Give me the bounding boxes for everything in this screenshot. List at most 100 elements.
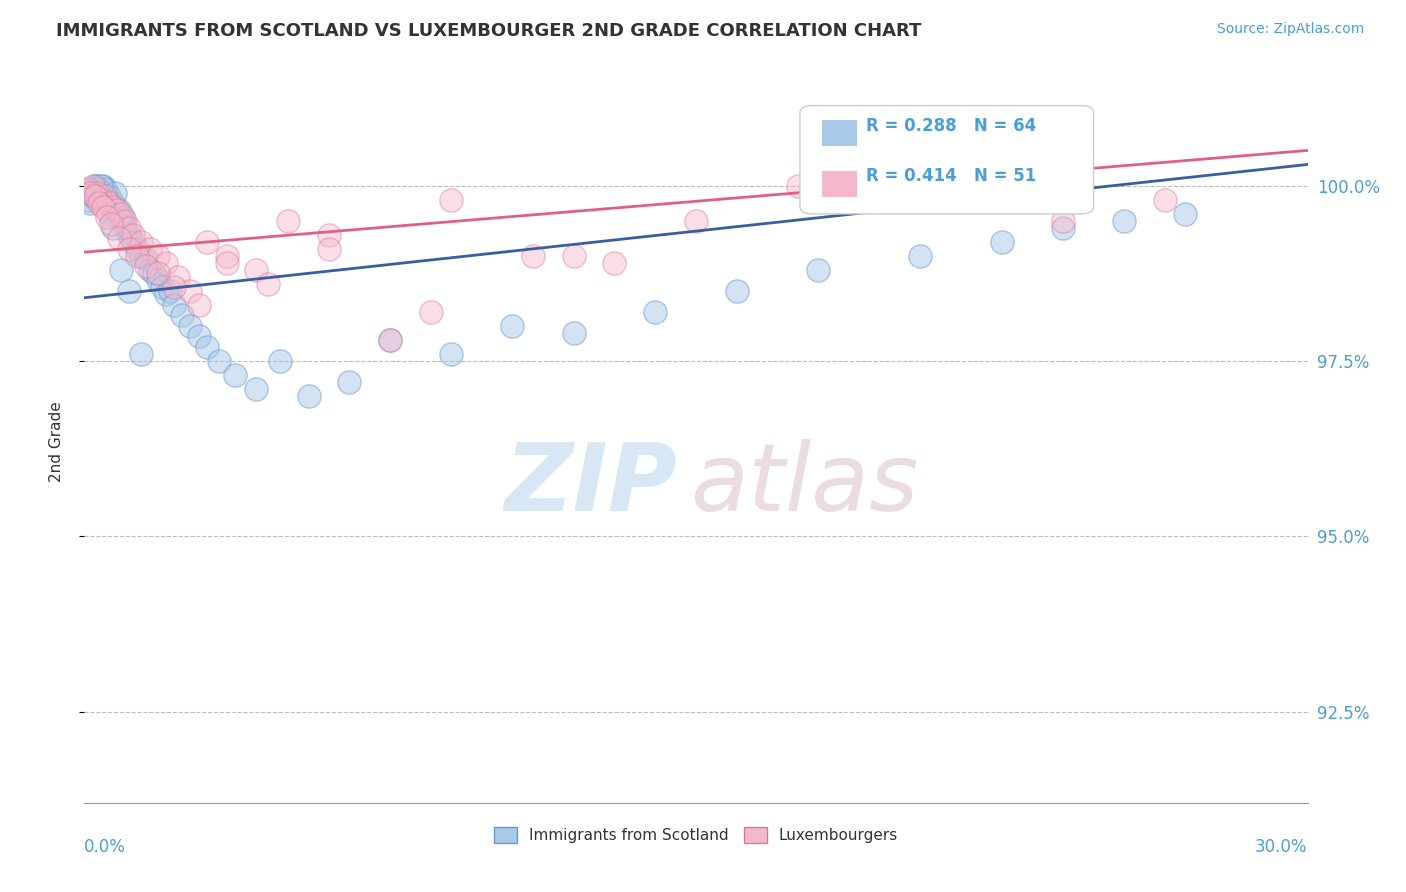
Point [131,249,153,263]
Point [127,249,149,263]
Point [83,189,105,203]
Point [146,273,169,287]
Point [131,235,153,249]
Point [118,284,141,298]
Point [82,178,104,193]
Point [138,242,160,256]
Point [187,298,209,312]
Point [167,269,190,284]
Point [685,213,707,227]
Point [224,368,246,382]
Point [1154,193,1177,207]
Point [90,193,112,207]
Point [96,193,118,207]
Point [380,333,402,347]
Point [87,196,110,211]
Point [101,220,124,235]
Point [440,347,463,361]
Text: ZIP: ZIP [505,439,678,531]
Point [208,354,231,368]
Point [90,186,112,200]
Point [90,178,112,193]
Point [298,389,321,403]
Point [155,287,177,301]
Point [245,262,267,277]
Point [100,217,122,231]
Point [142,266,165,280]
Point [87,189,110,203]
Text: Source: ZipAtlas.com: Source: ZipAtlas.com [1216,22,1364,37]
Point [93,193,115,207]
Point [1114,213,1136,227]
Text: atlas: atlas [690,440,918,531]
Point [97,206,120,220]
Point [146,249,169,263]
Text: R = 0.288   N = 64: R = 0.288 N = 64 [866,117,1036,135]
Point [138,262,160,277]
Point [105,202,128,217]
Point [114,220,136,235]
Point [502,318,524,333]
Point [86,182,108,196]
Point [1052,220,1074,235]
Point [93,189,115,203]
Point [96,210,118,224]
Point [112,210,135,224]
Point [440,193,463,207]
Point [269,354,291,368]
Point [787,178,810,193]
Point [82,189,104,203]
Point [807,262,830,277]
Point [187,329,209,343]
Point [97,189,120,203]
Bar [823,170,856,196]
Point [163,280,186,294]
Point [105,206,128,220]
Point [217,249,239,263]
Point [79,186,101,200]
Text: R = 0.414   N = 51: R = 0.414 N = 51 [866,168,1036,186]
Point [91,200,114,214]
Point [135,252,157,267]
Text: 0.0%: 0.0% [84,838,127,855]
Point [155,255,177,269]
Point [122,235,145,249]
Point [562,326,585,340]
Point [131,347,153,361]
Point [122,227,145,242]
Point [91,178,114,193]
Point [159,284,181,298]
Point [83,178,105,193]
Point [562,249,585,263]
Point [217,255,239,269]
Point [118,220,141,235]
Point [77,182,100,196]
Point [110,213,132,227]
Point [889,193,911,207]
Point [195,235,218,249]
Point [93,182,115,196]
Point [83,186,105,200]
Point [108,231,131,245]
Point [644,305,666,319]
Point [100,200,122,214]
Point [118,227,141,242]
Point [318,227,340,242]
Point [101,196,124,211]
Legend: Immigrants from Scotland, Luxembourgers: Immigrants from Scotland, Luxembourgers [488,822,904,849]
Point [910,249,932,263]
Point [110,206,132,220]
Point [118,242,141,256]
Point [195,340,218,354]
Text: 30.0%: 30.0% [1256,838,1308,855]
Point [380,333,402,347]
Point [339,375,361,389]
Point [150,280,173,294]
Point [603,255,626,269]
Point [86,186,108,200]
Point [725,284,748,298]
Bar [823,120,856,145]
Point [163,298,186,312]
Point [257,277,280,291]
Point [77,193,100,207]
